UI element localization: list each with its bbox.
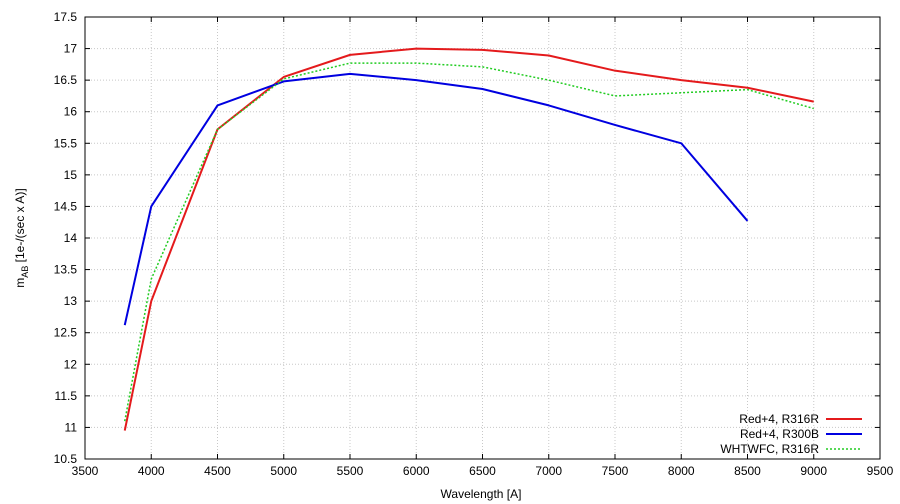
x-tick-label: 7000: [535, 464, 562, 478]
x-tick-label: 5500: [337, 464, 364, 478]
y-tick-label: 13.5: [54, 263, 78, 277]
y-tick-label: 16.5: [54, 73, 78, 87]
legend-label-2: Red+4, R300B: [740, 427, 819, 441]
y-tick-labels: 10.5 11 11.5 12 12.5 13 13.5 14 14.5 15 15.5 16 16.5…: [54, 10, 78, 466]
series-line-2: [123, 72, 749, 326]
x-tick-label: 9500: [867, 464, 894, 478]
y-tick-label: 10.5: [54, 452, 78, 466]
x-tick-label: 7500: [602, 464, 629, 478]
legend-label-3: WHTWFC, R316R: [720, 442, 819, 456]
y-axis-title-main: m: [13, 278, 27, 288]
x-tick-label: 3500: [72, 464, 99, 478]
y-axis-title: mAB [1e-/(sec x A)]: [13, 188, 30, 287]
y-tick-label: 15.5: [54, 136, 78, 150]
x-tick-label: 6000: [403, 464, 430, 478]
y-tick-label: 16: [64, 105, 78, 119]
y-tick-label: 11.5: [55, 389, 78, 403]
x-axis-title: Wavelength [A]: [441, 487, 522, 501]
y-tick-label: 14: [64, 231, 78, 245]
x-tick-label: 8000: [668, 464, 695, 478]
x-tick-label: 8500: [734, 464, 761, 478]
series-line-3: [124, 62, 814, 422]
series-line-1: [123, 47, 814, 431]
legend-label-1: Red+4, R316R: [739, 412, 819, 426]
grid: [85, 17, 880, 459]
y-tick-label: 11: [65, 420, 78, 434]
y-axis-title-rest: [1e-/(sec x A)]: [13, 188, 27, 265]
x-tick-label: 5000: [270, 464, 297, 478]
ticks: [84, 16, 881, 460]
y-tick-label: 15: [64, 168, 78, 182]
x-tick-label: 6500: [469, 464, 496, 478]
y-tick-label: 12.5: [54, 326, 78, 340]
y-tick-label: 17.5: [54, 10, 78, 24]
y-tick-label: 14.5: [54, 199, 78, 213]
series-lines: [123, 47, 814, 431]
y-tick-label: 12: [64, 357, 78, 371]
y-tick-label: 13: [64, 294, 78, 308]
x-tick-label: 9000: [800, 464, 827, 478]
y-axis-title-subscript: AB: [20, 266, 30, 278]
y-tick-label: 17: [64, 42, 78, 56]
x-tick-label: 4000: [138, 464, 165, 478]
x-tick-label: 4500: [204, 464, 231, 478]
x-tick-labels: 3500 4000 4500 5000 5500 6000 6500 7000 7500 8000…: [72, 464, 894, 478]
